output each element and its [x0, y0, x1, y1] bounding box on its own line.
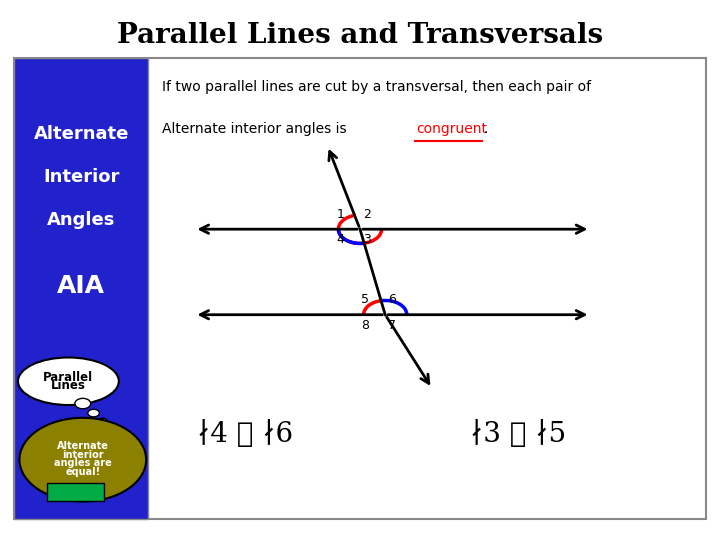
Text: congruent: congruent — [416, 123, 487, 137]
Text: Alternate: Alternate — [34, 125, 129, 143]
Text: Alternate interior angles is: Alternate interior angles is — [162, 123, 351, 137]
Text: Parallel Lines and Transversals: Parallel Lines and Transversals — [117, 22, 603, 49]
Text: 8: 8 — [361, 319, 369, 332]
Circle shape — [75, 399, 91, 409]
Text: 6: 6 — [388, 293, 396, 306]
Text: Angles: Angles — [48, 211, 115, 228]
Text: angles are: angles are — [54, 458, 112, 468]
Circle shape — [19, 418, 146, 502]
Text: equal!: equal! — [66, 467, 100, 477]
Text: interior: interior — [62, 450, 104, 460]
FancyBboxPatch shape — [14, 58, 706, 519]
Text: ∤3 ≅ ∤5: ∤3 ≅ ∤5 — [470, 420, 567, 448]
Text: Parallel: Parallel — [43, 371, 94, 384]
Text: Alternate: Alternate — [57, 441, 109, 451]
Circle shape — [88, 409, 99, 417]
Text: 7: 7 — [388, 319, 396, 332]
Text: 1: 1 — [336, 207, 344, 221]
Text: AIA: AIA — [58, 274, 105, 298]
Text: .: . — [484, 123, 488, 137]
Text: 3: 3 — [363, 233, 371, 246]
FancyBboxPatch shape — [47, 483, 104, 501]
Text: 4: 4 — [336, 233, 344, 246]
FancyBboxPatch shape — [14, 58, 148, 519]
Text: 5: 5 — [361, 293, 369, 306]
Text: Interior: Interior — [43, 168, 120, 186]
Circle shape — [99, 418, 107, 424]
Text: 2: 2 — [363, 207, 371, 221]
Text: Lines: Lines — [51, 380, 86, 393]
Ellipse shape — [18, 357, 119, 405]
Text: If two parallel lines are cut by a transversal, then each pair of: If two parallel lines are cut by a trans… — [162, 79, 591, 93]
Text: ∤4 ≅ ∤6: ∤4 ≅ ∤6 — [197, 420, 293, 448]
